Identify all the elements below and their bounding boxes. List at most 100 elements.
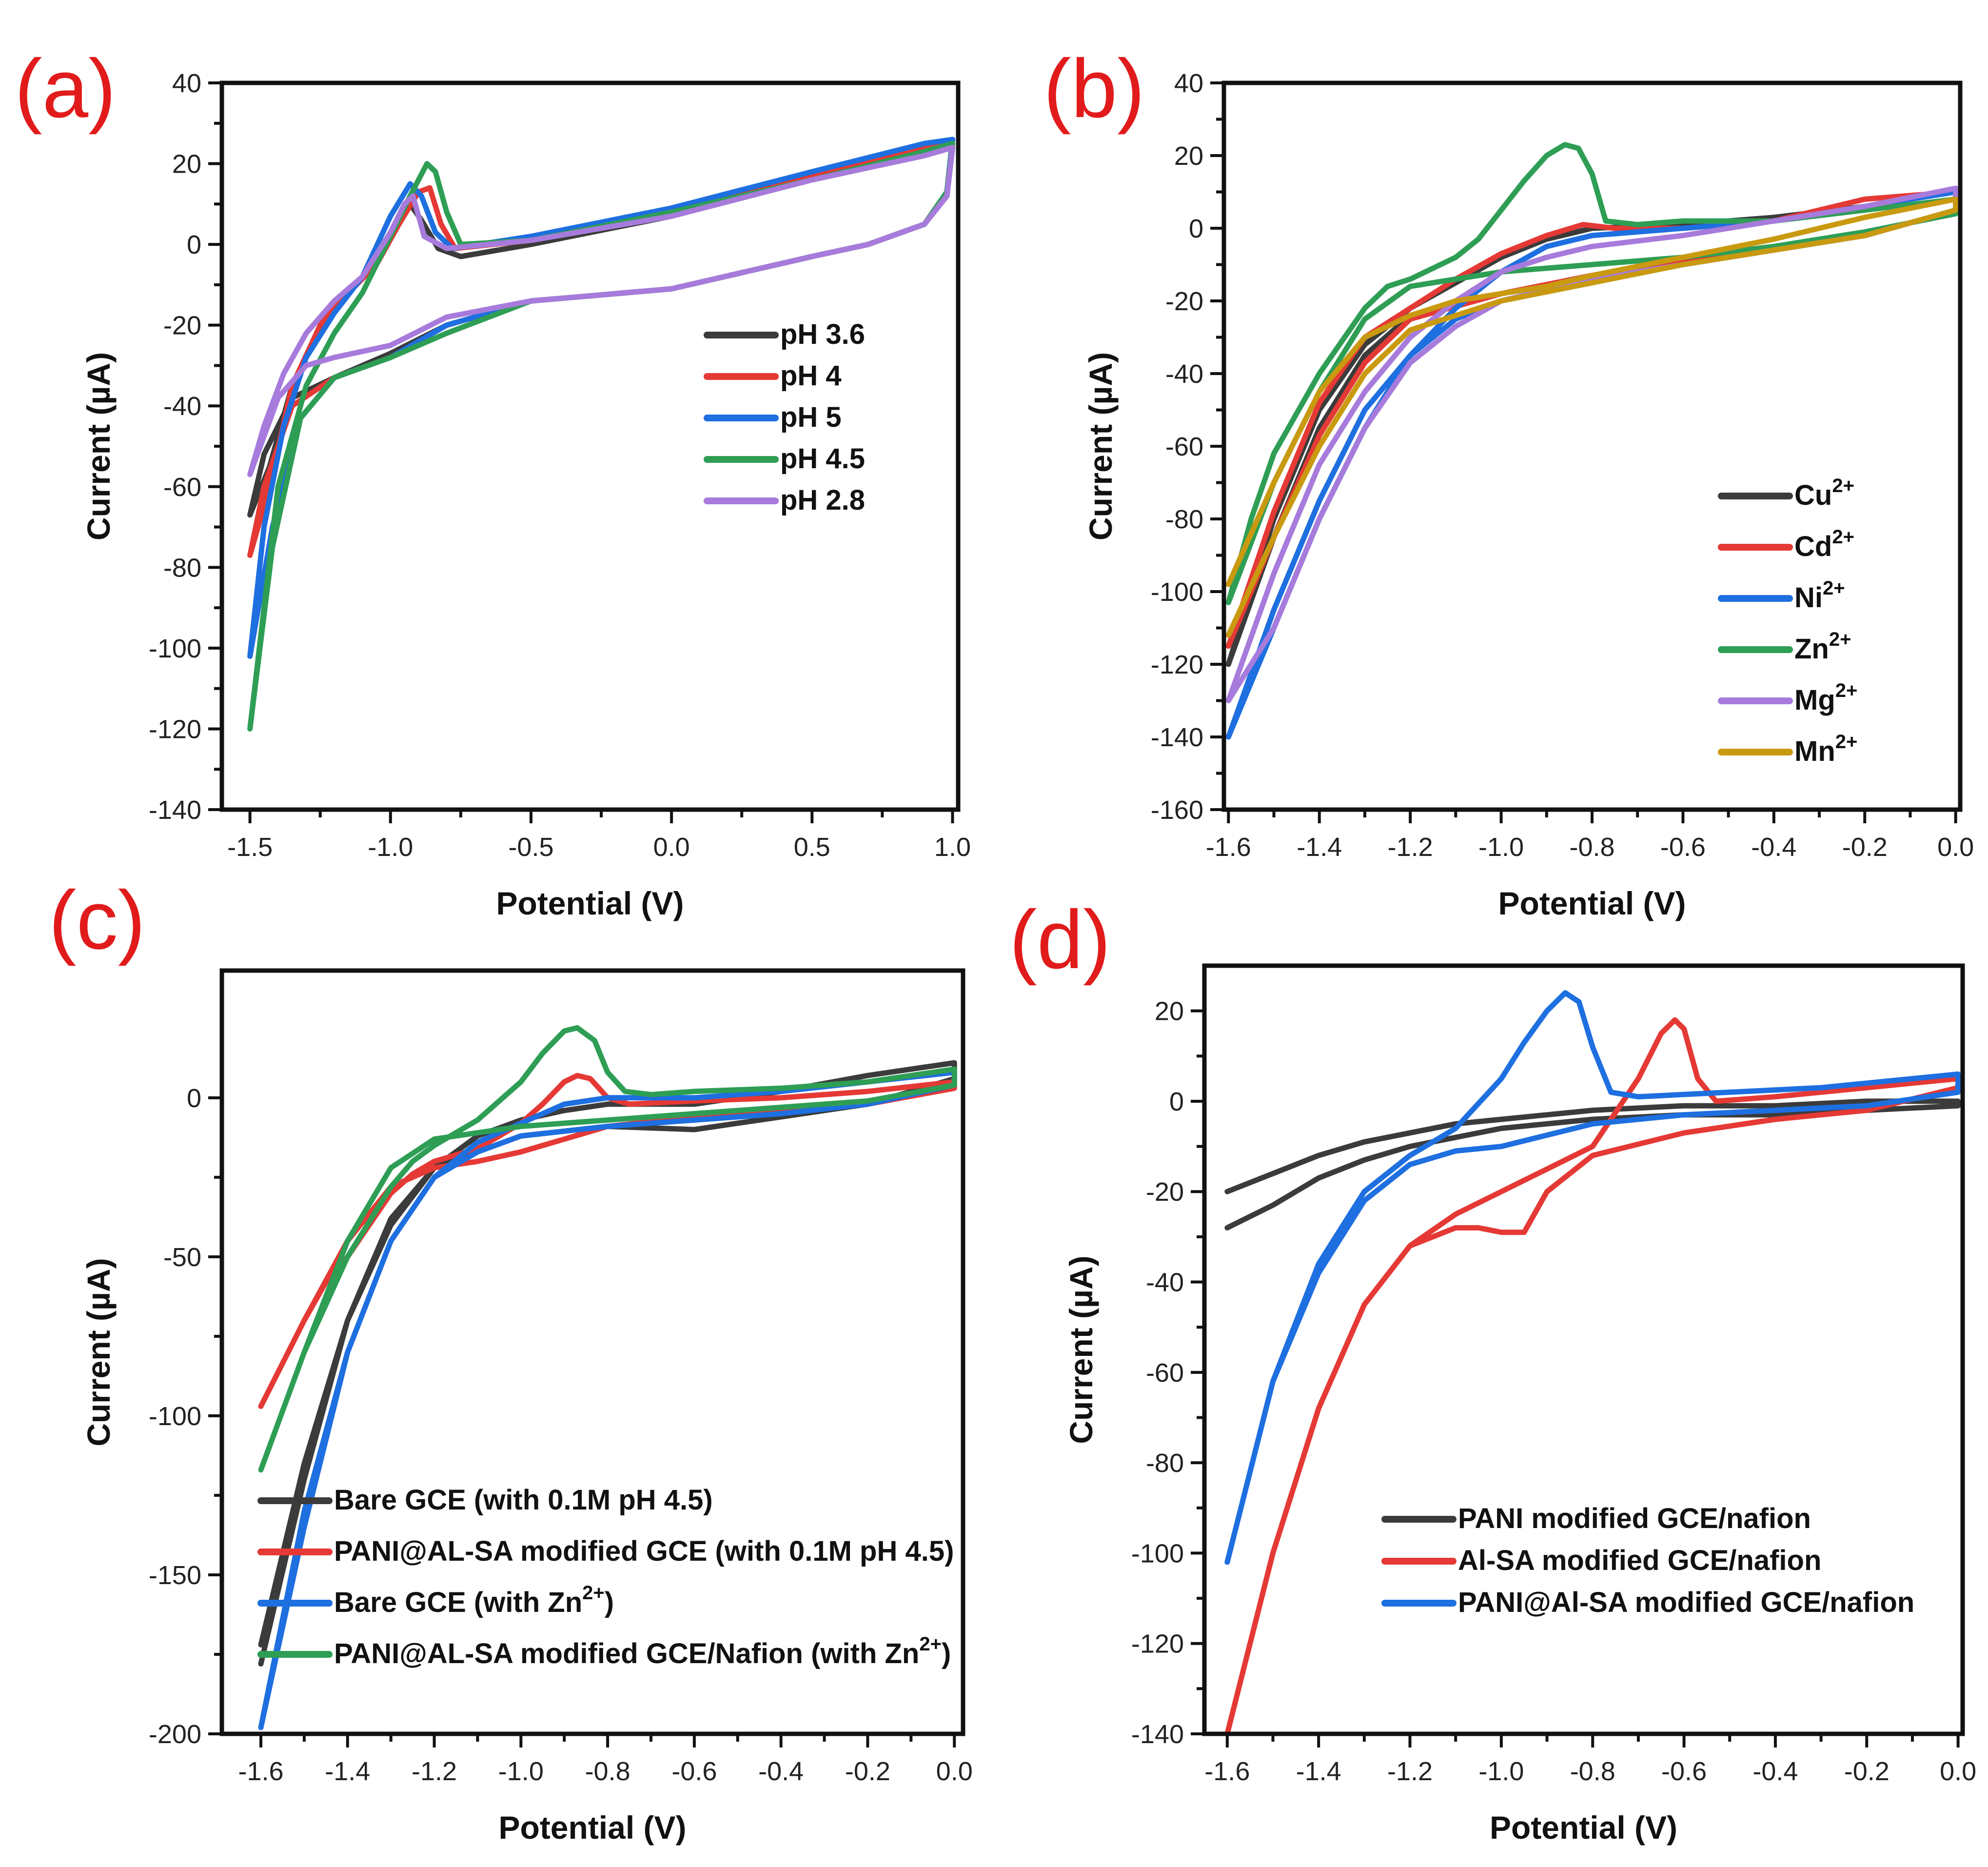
x-tick-label: -1.4 — [1297, 833, 1342, 862]
x-tick-label: -0.8 — [1570, 1757, 1615, 1786]
panel-b: (b) -1.6 -1.4 -1.2 -1.0 -0.8 -0.6 -0.4 -0.2 0.0 -1… — [1043, 42, 1974, 921]
x-tick-label: -0.2 — [1844, 1757, 1890, 1786]
x-tick-label: 1.0 — [934, 833, 971, 862]
panel-label: (c) — [49, 874, 145, 967]
y-tick-label: 40 — [172, 69, 201, 98]
x-axis-label: Potential (V) — [496, 885, 684, 921]
x-tick-label: -0.5 — [508, 833, 553, 862]
x-tick-label: -1.6 — [1206, 833, 1251, 862]
y-axis-label: Current (µA) — [80, 352, 117, 540]
y-tick-label: -140 — [1151, 723, 1203, 752]
y-tick-label: 20 — [172, 150, 201, 179]
y-tick-label: 40 — [1174, 69, 1203, 98]
y-tick-label: -150 — [149, 1561, 201, 1590]
x-tick-label: 0.0 — [1937, 833, 1974, 862]
y-tick-label: -20 — [1146, 1177, 1184, 1207]
legend-entry: Bare GCE (with 0.1M pH 4.5) — [334, 1484, 713, 1516]
y-tick-label: -120 — [149, 715, 201, 744]
curves — [1225, 142, 1959, 740]
panel-label: (b) — [1043, 42, 1145, 135]
plot-frame — [1202, 963, 1965, 1736]
curves — [247, 137, 955, 732]
y-tick-label: -40 — [163, 392, 201, 421]
x-tick-label: -0.6 — [1661, 1757, 1707, 1786]
y-tick-label: 20 — [1174, 141, 1203, 171]
x-tick-label: 0.0 — [936, 1757, 973, 1786]
legend-entry: Al-SA modified GCE/nafion — [1458, 1545, 1821, 1576]
x-tick-label: -1.0 — [368, 833, 413, 862]
series-line — [247, 144, 955, 477]
y-tick-label: -80 — [1165, 505, 1203, 534]
panel-d: (d) -1.6 -1.4 -1.2 -1.0 -0.8 -0.6 -0.4 -0.2 0.0 -1… — [1009, 894, 1976, 1846]
x-tick-label: -1.0 — [1478, 833, 1524, 862]
series-line — [258, 1025, 957, 1473]
panel-c: (c) -1.6 -1.4 -1.2 -1.0 -0.8 -0.6 -0.4 -0.2 0.0 -2… — [49, 874, 973, 1846]
legend: Cu2+Cd2+Ni2+Zn2+Mg2+Mn2+ — [1718, 475, 1857, 767]
y-tick-label: -140 — [1131, 1720, 1184, 1749]
x-axis-label: Potential (V) — [1490, 1809, 1677, 1846]
curves — [258, 1025, 957, 1730]
series-line — [1225, 189, 1959, 649]
series-line — [247, 137, 955, 659]
legend-entry: PANI@AL-SA modified GCE/Nafion (with Zn2… — [334, 1633, 951, 1669]
series-line — [1225, 196, 1959, 638]
plot-frame — [219, 968, 965, 1736]
x-tick-label: -0.6 — [671, 1757, 717, 1786]
y-tick-label: -120 — [1151, 650, 1203, 679]
x-tick-label: -1.0 — [1478, 1757, 1524, 1786]
x-axis-label: Potential (V) — [1498, 885, 1686, 921]
y-tick-label: -80 — [1146, 1449, 1184, 1478]
legend-entry: pH 4.5 — [780, 443, 865, 475]
x-tick-label: -1.6 — [238, 1757, 283, 1786]
y-tick-label: 0 — [187, 230, 201, 259]
x-tick-label: 0.0 — [1940, 1757, 1976, 1786]
legend-entry: PANI@Al-SA modified GCE/nafion — [1458, 1587, 1914, 1618]
x-tick-label: -0.2 — [1842, 833, 1888, 862]
x-tick-label: -1.4 — [1296, 1757, 1341, 1786]
y-axis-label: Current (µA) — [1083, 352, 1119, 540]
y-tick-label: -140 — [149, 795, 201, 825]
legend-entry: pH 4 — [780, 360, 842, 392]
series-line — [1224, 1017, 1961, 1734]
x-tick-label: -1.2 — [1388, 833, 1433, 862]
y-tick-label: -200 — [149, 1720, 201, 1749]
legend-entry: pH 2.8 — [780, 484, 865, 516]
legend-entry: PANI@AL-SA modified GCE (with 0.1M pH 4.… — [334, 1535, 954, 1567]
y-tick-label: -100 — [1131, 1539, 1184, 1568]
legend-entry: pH 5 — [780, 401, 842, 433]
y-tick-label: -40 — [1165, 359, 1203, 389]
x-tick-label: -1.0 — [498, 1757, 544, 1786]
y-tick-label: -50 — [163, 1243, 201, 1272]
x-tick-label: -0.6 — [1660, 833, 1706, 862]
y-tick-label: -120 — [1131, 1629, 1184, 1659]
x-tick-label: -0.4 — [1751, 833, 1796, 862]
y-tick-label: -80 — [163, 553, 201, 582]
x-tick-label: -0.2 — [845, 1757, 890, 1786]
series-line — [1225, 142, 1959, 605]
y-axis-label: Current (µA) — [1063, 1255, 1099, 1444]
x-tick-label: -1.4 — [325, 1757, 370, 1786]
x-tick-label: -1.2 — [412, 1757, 457, 1786]
x-tick-label: -1.6 — [1204, 1757, 1250, 1786]
legend-entry: PANI modified GCE/nafion — [1458, 1503, 1811, 1534]
y-tick-label: -20 — [163, 311, 201, 340]
series-line — [258, 1060, 957, 1667]
y-tick-label: 0 — [1189, 214, 1203, 243]
series-line — [1224, 990, 1961, 1565]
y-tick-label: -100 — [1151, 577, 1203, 607]
curves — [1224, 990, 1961, 1734]
y-axis-label: Current (µA) — [80, 1258, 117, 1446]
y-tick-label: -100 — [149, 1402, 201, 1431]
x-tick-label: -1.5 — [227, 833, 273, 862]
y-tick-label: -160 — [1151, 795, 1203, 825]
legend-entry: pH 3.6 — [780, 318, 865, 350]
y-tick-label: -100 — [149, 634, 201, 663]
panel-label: (a) — [15, 42, 116, 135]
y-tick-label: -60 — [163, 473, 201, 502]
x-tick-label: -1.2 — [1387, 1757, 1433, 1786]
y-tick-label: 0 — [187, 1084, 201, 1113]
legend: pH 3.6 pH 4 pH 5 pH 4.5 pH 2.8 — [704, 318, 865, 516]
legend: PANI modified GCE/nafion Al-SA modified G… — [1381, 1503, 1914, 1618]
legend-entry: Bare GCE (with Zn2+) — [334, 1582, 614, 1618]
legend: Bare GCE (with 0.1M pH 4.5) PANI@AL-SA mo… — [257, 1484, 954, 1669]
